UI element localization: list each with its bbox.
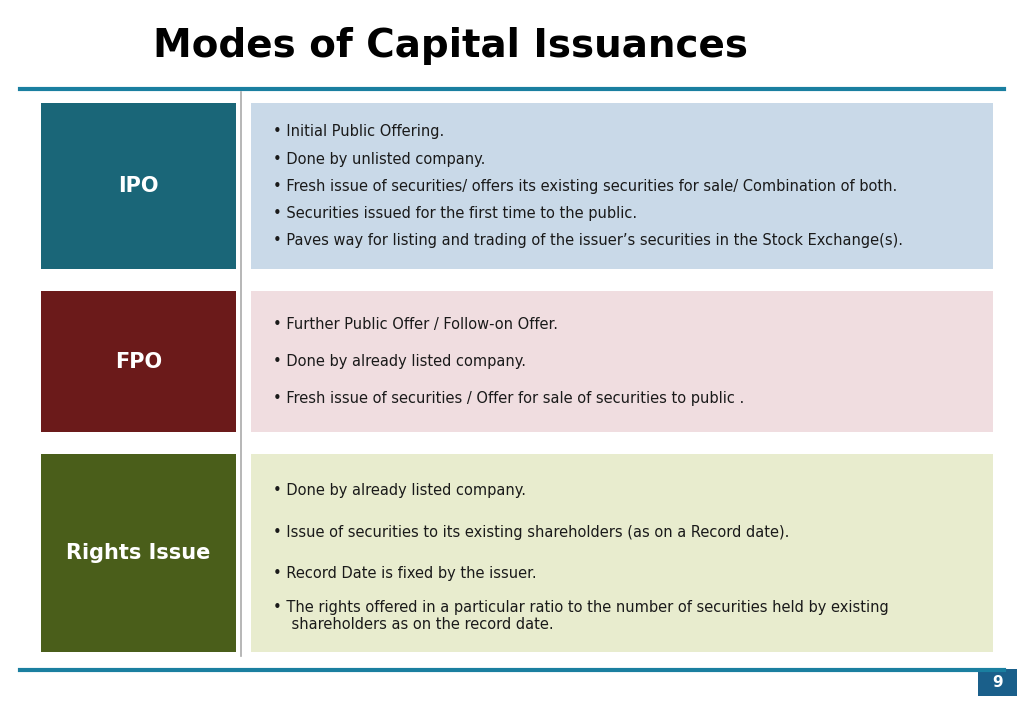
Text: Modes of Capital Issuances: Modes of Capital Issuances	[153, 27, 749, 65]
Text: • Initial Public Offering.: • Initial Public Offering.	[273, 125, 444, 140]
Text: • The rights offered in a particular ratio to the number of securities held by e: • The rights offered in a particular rat…	[273, 600, 889, 632]
FancyBboxPatch shape	[41, 454, 236, 652]
Text: Rights Issue: Rights Issue	[67, 543, 210, 563]
Text: • Securities issued for the first time to the public.: • Securities issued for the first time t…	[273, 206, 638, 220]
Text: • Record Date is fixed by the issuer.: • Record Date is fixed by the issuer.	[273, 566, 537, 581]
FancyBboxPatch shape	[978, 669, 1017, 696]
Text: • Done by already listed company.: • Done by already listed company.	[273, 354, 526, 369]
Text: IPO: IPO	[118, 176, 159, 196]
Text: • Issue of securities to its existing shareholders (as on a Record date).: • Issue of securities to its existing sh…	[273, 525, 790, 540]
Text: 9: 9	[992, 675, 1002, 691]
FancyBboxPatch shape	[251, 291, 993, 432]
FancyBboxPatch shape	[251, 103, 993, 269]
Text: • Done by already listed company.: • Done by already listed company.	[273, 483, 526, 498]
FancyBboxPatch shape	[41, 103, 236, 269]
Text: • Paves way for listing and trading of the issuer’s securities in the Stock Exch: • Paves way for listing and trading of t…	[273, 233, 903, 247]
FancyBboxPatch shape	[251, 454, 993, 652]
Text: • Fresh issue of securities / Offer for sale of securities to public .: • Fresh issue of securities / Offer for …	[273, 391, 744, 406]
Text: • Further Public Offer / Follow-on Offer.: • Further Public Offer / Follow-on Offer…	[273, 317, 558, 333]
Text: FPO: FPO	[115, 352, 162, 372]
Text: • Done by unlisted company.: • Done by unlisted company.	[273, 152, 485, 167]
Text: • Fresh issue of securities/ offers its existing securities for sale/ Combinatio: • Fresh issue of securities/ offers its …	[273, 179, 898, 194]
FancyBboxPatch shape	[41, 291, 236, 432]
